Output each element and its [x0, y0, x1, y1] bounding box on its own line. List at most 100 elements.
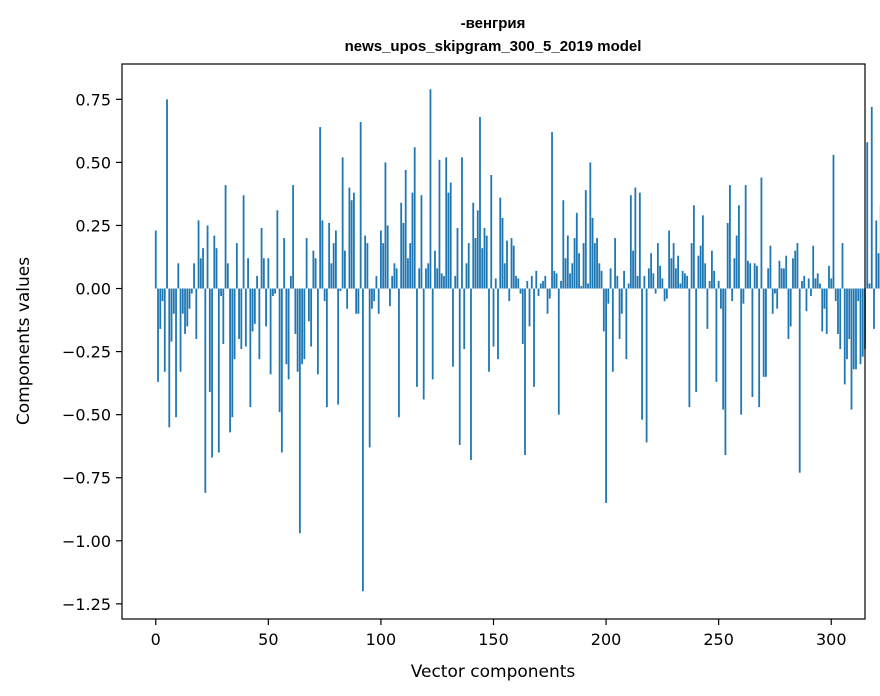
- bar: [465, 263, 468, 289]
- bar: [233, 288, 236, 360]
- bar: [310, 288, 313, 347]
- bar: [420, 195, 423, 289]
- bar: [253, 288, 256, 324]
- bar: [501, 217, 504, 289]
- bar: [544, 275, 547, 289]
- bar: [402, 222, 405, 289]
- bar: [296, 288, 299, 372]
- bar: [188, 288, 191, 309]
- bar: [521, 288, 524, 345]
- bar: [681, 270, 684, 289]
- bar: [258, 288, 261, 360]
- bar: [278, 288, 281, 413]
- y-tick-label: −0.50: [62, 406, 111, 425]
- bar: [359, 122, 362, 289]
- bar: [861, 288, 864, 357]
- bar: [479, 116, 481, 289]
- bar: [877, 253, 880, 289]
- bar: [337, 288, 340, 405]
- bar: [422, 288, 425, 400]
- bar: [364, 235, 367, 289]
- bar: [208, 288, 211, 392]
- bar: [834, 288, 837, 302]
- bar: [328, 222, 331, 289]
- bar: [683, 273, 686, 289]
- bar: [873, 288, 875, 329]
- bar: [832, 154, 835, 289]
- chart-title-line2: news_upos_skipgram_300_5_2019 model: [345, 38, 642, 55]
- bar: [670, 258, 673, 289]
- y-tick-label: 0.75: [75, 90, 111, 109]
- bar: [614, 238, 616, 289]
- bar: [560, 280, 562, 289]
- bar: [591, 217, 594, 289]
- bar: [618, 288, 621, 339]
- bar: [508, 288, 511, 302]
- bar: [699, 245, 702, 289]
- plot-frame: [121, 63, 866, 620]
- y-tick-label: −0.25: [62, 343, 111, 362]
- bar: [494, 278, 497, 289]
- bar: [812, 245, 815, 289]
- bar: [785, 255, 788, 289]
- bar: [634, 187, 637, 289]
- bar: [452, 288, 454, 367]
- bar: [222, 288, 225, 345]
- bar: [733, 258, 736, 289]
- bar: [564, 258, 567, 289]
- bar: [620, 288, 623, 314]
- bar: [654, 288, 657, 294]
- bar: [803, 275, 806, 289]
- bar: [510, 238, 513, 289]
- bar: [650, 253, 653, 289]
- bar: [668, 230, 671, 289]
- bar: [235, 243, 238, 289]
- bar: [177, 263, 180, 289]
- bar: [319, 127, 322, 289]
- bar: [470, 288, 472, 461]
- bar: [708, 280, 711, 289]
- bar: [404, 169, 407, 289]
- bar: [458, 288, 461, 445]
- bar: [443, 275, 445, 289]
- bar: [157, 288, 159, 382]
- bar: [542, 280, 544, 289]
- y-axis-label: Components values: [14, 257, 34, 425]
- bar: [722, 288, 725, 410]
- bar: [355, 288, 358, 314]
- bar: [524, 288, 526, 456]
- bar: [371, 288, 373, 309]
- bar: [857, 288, 860, 302]
- bar: [695, 288, 698, 392]
- bar: [226, 263, 229, 289]
- bar: [506, 240, 508, 289]
- bar: [330, 263, 333, 289]
- bar-series: [154, 89, 880, 592]
- bar: [805, 288, 808, 312]
- bar: [638, 192, 641, 289]
- bar: [350, 200, 353, 289]
- bar: [762, 288, 765, 377]
- bar: [287, 288, 290, 380]
- bar: [409, 243, 412, 289]
- bar: [605, 288, 607, 503]
- bar: [715, 288, 718, 382]
- bar: [629, 195, 632, 289]
- bar: [269, 288, 272, 375]
- bar: [729, 185, 731, 289]
- bar: [429, 89, 432, 289]
- bar: [179, 288, 182, 372]
- bar: [726, 222, 729, 289]
- bar: [551, 132, 553, 289]
- bar: [357, 288, 360, 314]
- bar: [316, 288, 319, 375]
- bar: [461, 157, 463, 289]
- bar: [400, 202, 403, 289]
- bar: [659, 265, 662, 289]
- bar: [274, 288, 276, 294]
- bar: [587, 283, 589, 289]
- bar: [776, 288, 779, 309]
- x-tick-label: 300: [816, 630, 847, 649]
- bar: [515, 275, 517, 289]
